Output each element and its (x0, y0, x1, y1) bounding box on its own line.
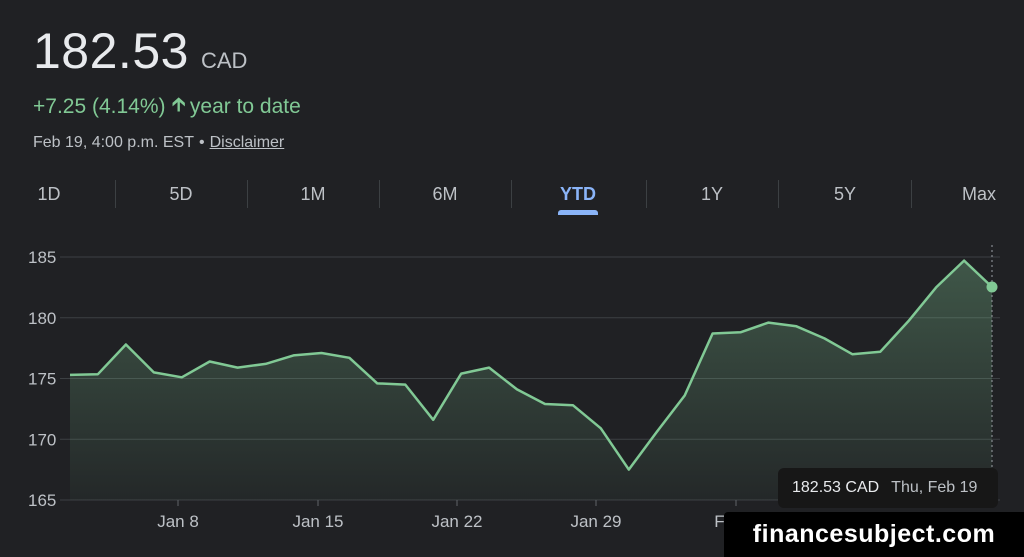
tab-5y[interactable]: 5Y (833, 184, 857, 204)
price-header: 182.53 CAD (33, 22, 247, 80)
y-tick-label: 180 (28, 309, 56, 328)
time-range-tabs: 1D 5D 1M 6M YTD 1Y 5Y Max (0, 176, 1024, 216)
y-tick-label: 165 (28, 491, 56, 510)
change-value: +7.25 (4.14%) (33, 95, 166, 118)
x-tick-label: Jan 15 (292, 512, 343, 531)
y-tick-label: 185 (28, 248, 56, 267)
tab-separator (247, 180, 248, 208)
currency-label: CAD (200, 48, 248, 73)
tab-1y[interactable]: 1Y (700, 184, 724, 204)
x-tick-label: Jan 8 (157, 512, 199, 531)
tab-separator (379, 180, 380, 208)
x-tick-label: Jan 22 (431, 512, 482, 531)
tab-max[interactable]: Max (961, 184, 997, 204)
chart-tooltip: 182.53 CAD Thu, Feb 19 (778, 468, 998, 508)
x-tick-label: Jan 29 (570, 512, 621, 531)
timestamp: Feb 19, 4:00 p.m. EST (33, 134, 194, 151)
timestamp-row: Feb 19, 4:00 p.m. EST • Disclaimer (33, 134, 284, 152)
change-period: year to date (189, 95, 301, 118)
tab-separator (778, 180, 779, 208)
disclaimer-link[interactable]: Disclaimer (209, 134, 285, 151)
tooltip-value: 182.53 CAD (792, 479, 880, 496)
tab-separator (511, 180, 512, 208)
active-tab-indicator (558, 210, 598, 215)
hover-point (986, 281, 998, 293)
tab-separator (646, 180, 647, 208)
y-tick-label: 170 (28, 430, 56, 449)
price-area (70, 260, 992, 500)
tab-separator (115, 180, 116, 208)
tooltip-date: Thu, Feb 19 (891, 479, 978, 496)
tab-6m[interactable]: 6M (432, 184, 458, 204)
price-change: +7.25 (4.14%) 🡱 year to date (33, 90, 301, 124)
price-line (69, 259, 993, 471)
y-tick-label: 175 (28, 370, 56, 389)
tab-separator (911, 180, 912, 208)
watermark: financesubject.com (724, 512, 1024, 557)
arrow-up-icon: 🡱 (171, 94, 186, 116)
tab-1m[interactable]: 1M (300, 184, 326, 204)
separator-dot: • (198, 134, 205, 151)
tab-ytd[interactable]: YTD (560, 184, 596, 204)
tab-5d[interactable]: 5D (169, 184, 193, 204)
tab-1d[interactable]: 1D (37, 184, 61, 204)
current-price: 182.53 (33, 23, 189, 79)
